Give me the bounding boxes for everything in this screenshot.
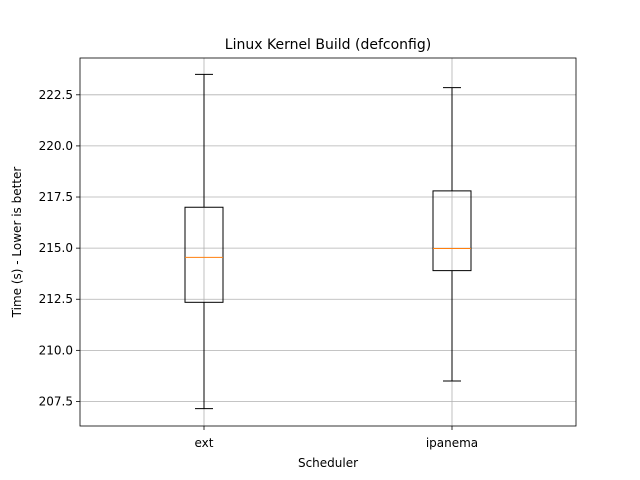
iqr-box: [184, 206, 224, 303]
plot-frame: [79, 57, 577, 427]
x-tick-label-ipanema: ipanema: [426, 436, 478, 450]
box-ext: [184, 73, 224, 410]
y-tick-label: 212.5: [39, 292, 73, 306]
y-axis-label: Time (s) - Lower is better: [10, 167, 24, 319]
y-tick-label: 207.5: [39, 394, 73, 408]
iqr-box: [432, 190, 472, 272]
y-tick-label: 222.5: [39, 88, 73, 102]
y-tick-label: 210.0: [39, 343, 73, 357]
grid-layer: [80, 58, 576, 426]
y-tick-label: 220.0: [39, 139, 73, 153]
tick-layer: 207.5 210.0 212.5 215.0 217.5 220.0 222.5 ext ip…: [39, 88, 479, 450]
x-axis-label: Scheduler: [298, 456, 358, 470]
chart-title: Linux Kernel Build (defconfig): [225, 37, 431, 53]
y-tick-label: 215.0: [39, 241, 73, 255]
box-layer: [184, 73, 472, 410]
box-ipanema: [432, 87, 472, 382]
y-tick-label: 217.5: [39, 190, 73, 204]
x-tick-label-ext: ext: [195, 436, 214, 450]
